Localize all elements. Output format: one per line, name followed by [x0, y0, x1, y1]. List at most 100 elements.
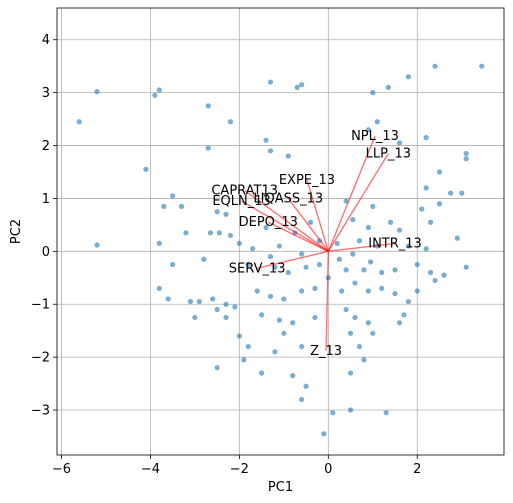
scatter-point — [76, 119, 82, 125]
scatter-point — [263, 224, 269, 231]
loading-label: EXPE_13 — [279, 173, 335, 188]
scatter-point — [272, 349, 278, 355]
scatter-point — [245, 343, 251, 350]
x-tick-label: −6 — [52, 462, 71, 477]
scatter-point — [276, 317, 282, 323]
scatter-point — [281, 330, 287, 336]
scatter-point — [272, 264, 278, 270]
scatter-point — [258, 370, 265, 376]
scatter-point — [361, 267, 367, 273]
scatter-point — [356, 238, 363, 244]
scatter-point — [387, 219, 394, 225]
scatter-point — [428, 219, 434, 225]
scatter-point — [143, 166, 149, 172]
loading-arrow — [327, 153, 389, 252]
scatter-point — [436, 201, 443, 207]
scatter-point — [448, 190, 454, 196]
scatter-point — [405, 298, 411, 305]
scatter-point — [165, 296, 171, 302]
scatter-point — [156, 87, 162, 93]
scatter-point — [334, 240, 340, 247]
scatter-point — [339, 288, 345, 294]
scatter-point — [419, 206, 425, 212]
scatter-point — [299, 251, 305, 257]
scatter-point — [223, 314, 229, 321]
scatter-point — [299, 343, 305, 350]
scatter-point — [343, 306, 349, 313]
scatter-point — [223, 301, 229, 307]
y-tick-label: −2 — [31, 351, 50, 366]
scatter-point — [330, 410, 336, 416]
loading-label: NPL_13 — [351, 129, 399, 144]
scatter-point — [374, 119, 380, 125]
scatter-point — [316, 261, 323, 268]
loading-arrow — [241, 200, 329, 252]
scatter-point — [365, 127, 371, 133]
scatter-point — [463, 150, 469, 157]
scatter-point — [463, 156, 469, 162]
scatter-point — [267, 293, 274, 299]
scatter-point — [401, 312, 407, 318]
scatter-point — [343, 267, 349, 273]
scatter-point — [396, 140, 403, 146]
scatter-point — [170, 261, 176, 268]
scatter-point — [94, 88, 100, 95]
scatter-point — [187, 298, 194, 305]
scatter-point — [156, 240, 162, 247]
scatter-point — [307, 219, 314, 225]
scatter-point — [336, 256, 343, 262]
scatter-point — [290, 373, 296, 379]
scatter-point — [352, 314, 358, 321]
scatter-point — [245, 261, 251, 268]
scatter-point — [405, 243, 411, 249]
scatter-point — [299, 396, 305, 403]
scatter-point — [321, 431, 327, 437]
scatter-point — [350, 251, 356, 257]
scatter-point — [192, 314, 198, 321]
scatter-point — [347, 370, 354, 376]
scatter-point — [285, 269, 291, 276]
scatter-point — [454, 235, 460, 241]
scatter-point — [232, 304, 238, 310]
scatter-point — [216, 230, 222, 236]
loading-arrow — [325, 251, 330, 351]
loading-arrow — [328, 242, 396, 253]
scatter-point — [205, 145, 211, 151]
loading-arrow — [327, 135, 376, 252]
scatter-point — [347, 330, 354, 336]
loading-arrows-layer — [241, 135, 396, 351]
scatter-point — [379, 269, 385, 276]
x-tick-label: −4 — [141, 462, 160, 477]
loading-label: INTR_13 — [368, 236, 422, 251]
scatter-point — [227, 232, 234, 239]
y-tick-label: 1 — [42, 192, 50, 207]
loading-arrow — [244, 189, 329, 252]
y-tick-label: −1 — [31, 298, 50, 313]
scatter-point — [267, 148, 274, 154]
plot-frame — [56, 7, 505, 456]
y-axis-label: PC2 — [9, 219, 24, 244]
scatter-point — [281, 296, 287, 302]
scatter-point — [436, 169, 443, 175]
scatter-point — [423, 135, 429, 141]
x-axis-label: PC1 — [268, 480, 293, 495]
scatter-point — [423, 246, 429, 252]
scatter-point — [423, 185, 429, 191]
scatter-point — [207, 230, 214, 236]
scatter-point — [370, 90, 376, 96]
scatter-point — [367, 259, 374, 265]
y-tick-label: −3 — [31, 404, 50, 419]
scatter-point — [156, 285, 162, 291]
loading-label: LLP_13 — [366, 146, 411, 161]
scatter-point — [392, 291, 398, 297]
scatter-point — [347, 407, 354, 413]
scatter-point — [392, 267, 398, 273]
scatter-point — [303, 264, 309, 270]
scatter-point — [254, 288, 260, 294]
scatter-point — [294, 84, 300, 90]
scatter-point — [214, 209, 220, 215]
scatter-point — [290, 320, 296, 326]
scatter-point — [361, 357, 367, 363]
points-layer — [76, 63, 485, 437]
